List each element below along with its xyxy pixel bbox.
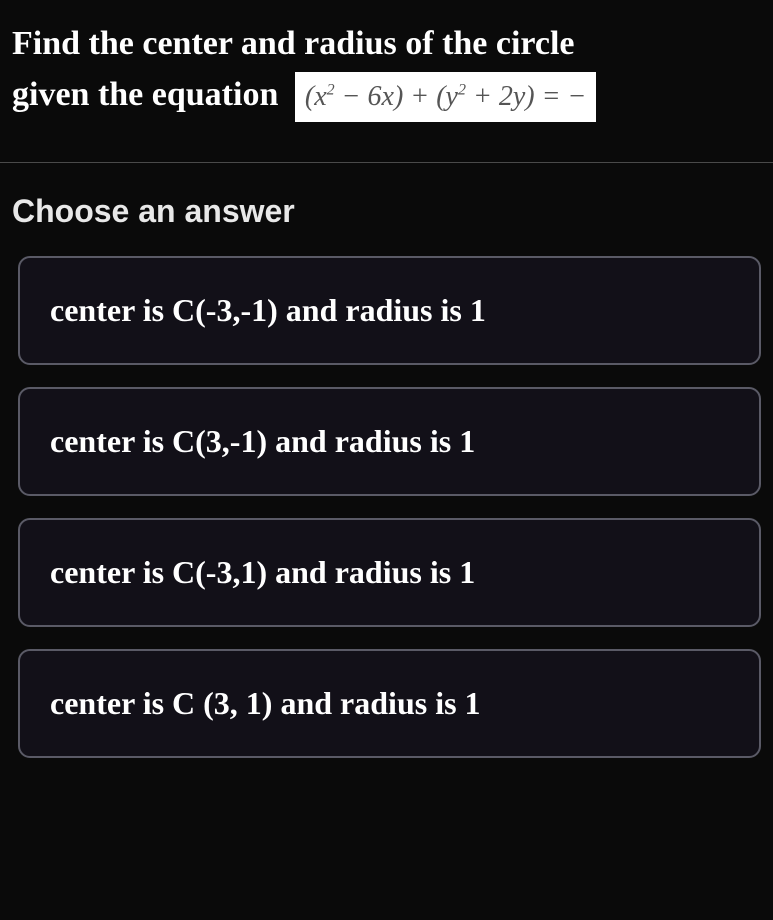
answer-text: center is C(3,-1) and radius is 1	[50, 423, 475, 459]
answer-text: center is C(-3,-1) and radius is 1	[50, 292, 486, 328]
answer-option-2[interactable]: center is C(-3,1) and radius is 1	[18, 518, 761, 627]
question-text: Find the center and radius of the circle…	[12, 18, 761, 122]
answer-option-1[interactable]: center is C(3,-1) and radius is 1	[18, 387, 761, 496]
question-line2-prefix: given the equation	[12, 76, 278, 113]
divider	[0, 162, 773, 163]
answer-text: center is C (3, 1) and radius is 1	[50, 685, 481, 721]
answer-text: center is C(-3,1) and radius is 1	[50, 554, 475, 590]
question-section: Find the center and radius of the circle…	[0, 0, 773, 152]
equation-box: (x2 − 6x) + (y2 + 2y) = −	[295, 72, 597, 122]
answers-list: center is C(-3,-1) and radius is 1 cente…	[0, 256, 773, 758]
answer-option-3[interactable]: center is C (3, 1) and radius is 1	[18, 649, 761, 758]
answer-option-0[interactable]: center is C(-3,-1) and radius is 1	[18, 256, 761, 365]
question-line1: Find the center and radius of the circle	[12, 25, 575, 62]
choose-answer-label: Choose an answer	[12, 193, 773, 230]
